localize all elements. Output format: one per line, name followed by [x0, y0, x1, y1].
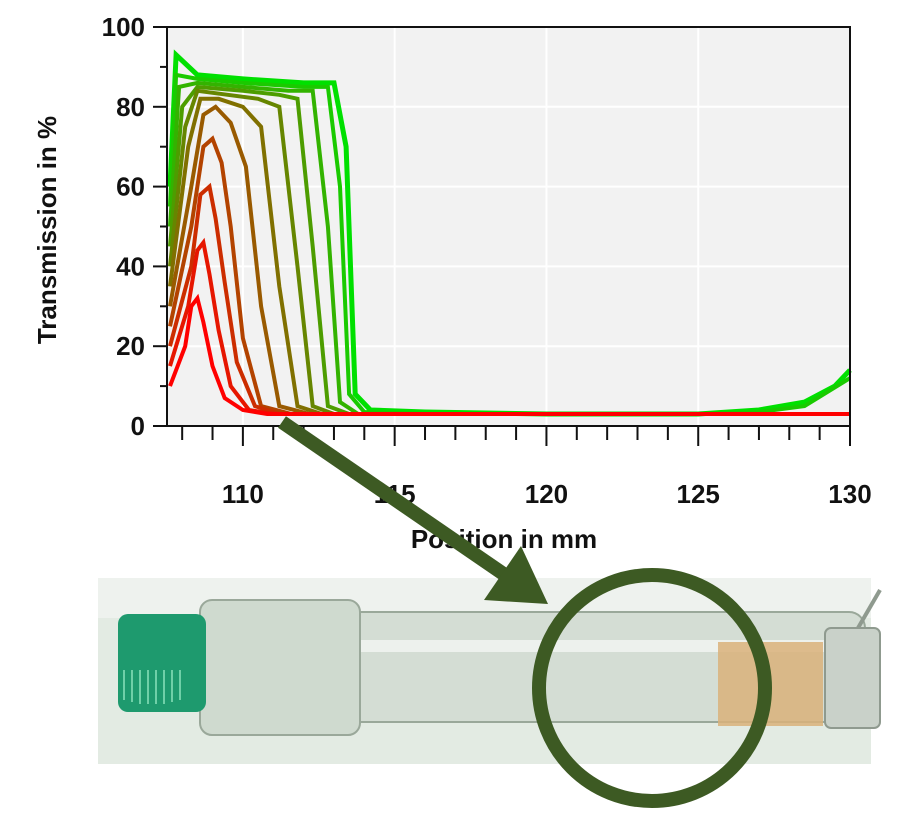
y-tick-label: 20 — [116, 331, 145, 361]
tube-highlight — [210, 640, 850, 652]
y-axis-title: Transmission in % — [32, 116, 62, 344]
x-tick-label: 125 — [677, 479, 720, 509]
x-tick-label: 130 — [828, 479, 871, 509]
fixture-rod — [856, 588, 882, 630]
annotation-circle — [532, 568, 772, 808]
x-tick-label: 120 — [525, 479, 568, 509]
plot-area — [167, 27, 850, 426]
y-tick-label: 40 — [116, 251, 145, 281]
series-line-11 — [168, 293, 850, 416]
y-tick-label: 80 — [116, 92, 145, 122]
series-layer — [167, 49, 852, 417]
y-tick-label: 100 — [102, 12, 145, 42]
cap-ridges — [123, 670, 181, 704]
y-tick-label: 0 — [131, 411, 145, 441]
vial-end-fixture — [824, 627, 881, 729]
annotation-arrow-head — [484, 546, 548, 604]
annotation-arrow-shaft — [278, 416, 509, 581]
x-tick-label: 110 — [222, 479, 264, 509]
y-tick-label: 60 — [116, 172, 145, 202]
tube-neck — [199, 599, 361, 736]
series-line-1 — [167, 49, 852, 417]
annotation — [278, 416, 772, 808]
